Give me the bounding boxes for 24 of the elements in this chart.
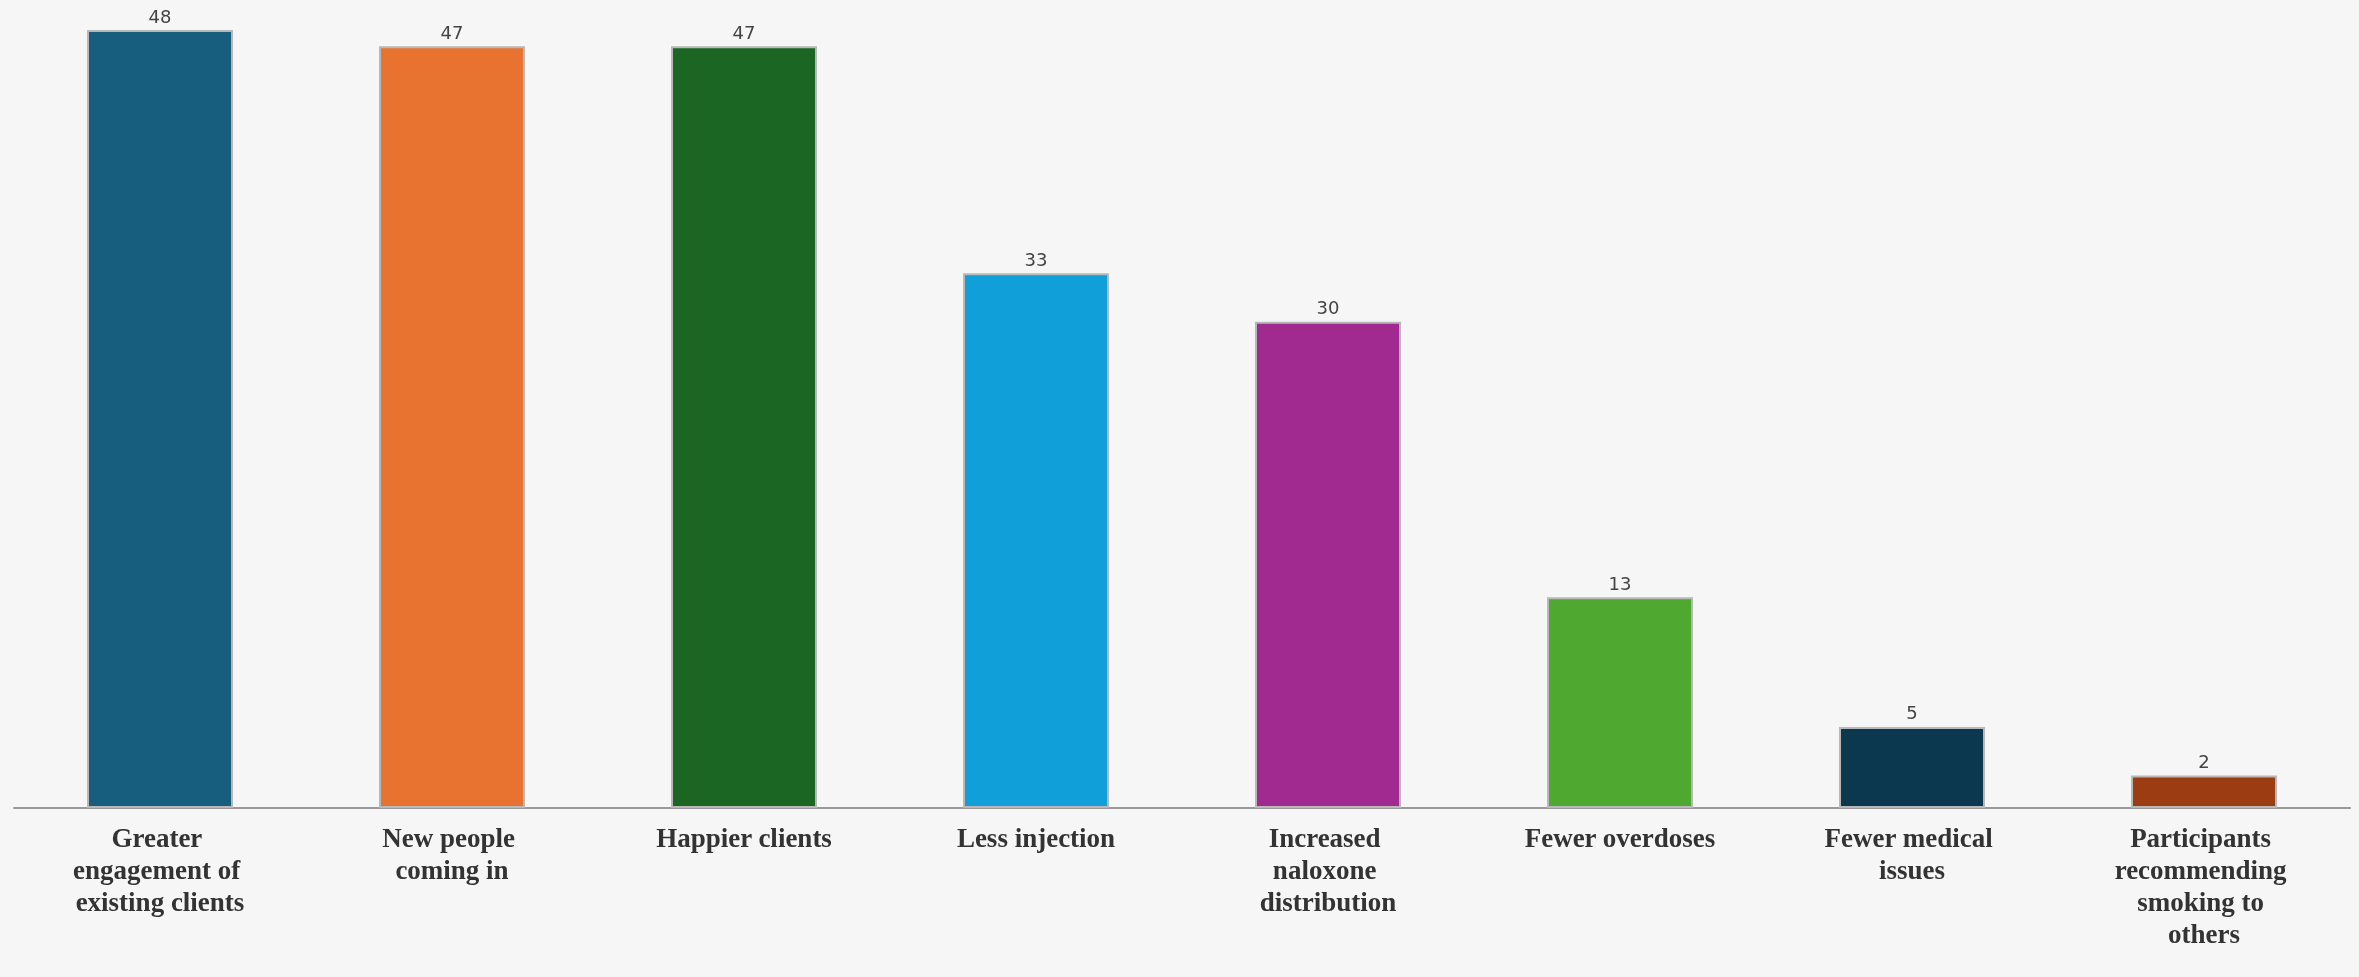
bar xyxy=(1839,726,1985,808)
data-label: 30 xyxy=(1316,297,1340,319)
x-tick-label: Greater engagement of existing clients xyxy=(73,823,247,917)
x-tick-label: New people coming in xyxy=(382,823,522,885)
data-label: 2 xyxy=(2198,751,2210,773)
data-label: 47 xyxy=(440,21,464,43)
bar xyxy=(1255,321,1401,808)
bar xyxy=(379,46,525,808)
x-tick-label: Fewer medical issues xyxy=(1824,823,2000,885)
x-tick-label: Participants recommending smoking to others xyxy=(2114,823,2294,949)
data-label: 47 xyxy=(732,21,756,43)
data-label: 33 xyxy=(1024,248,1048,270)
bar xyxy=(963,273,1109,808)
bar xyxy=(2131,775,2277,808)
x-tick-label: Increased naloxone distribution xyxy=(1259,823,1397,917)
bar xyxy=(1547,597,1693,808)
x-tick-label: Less injection xyxy=(956,823,1116,853)
data-label: 5 xyxy=(1906,702,1918,724)
bar xyxy=(87,30,233,808)
bar xyxy=(671,46,817,808)
x-tick-label: Happier clients xyxy=(656,823,832,853)
data-label: 48 xyxy=(148,5,172,27)
data-label: 13 xyxy=(1608,572,1632,594)
x-tick-label: Fewer overdoses xyxy=(1524,823,1716,853)
